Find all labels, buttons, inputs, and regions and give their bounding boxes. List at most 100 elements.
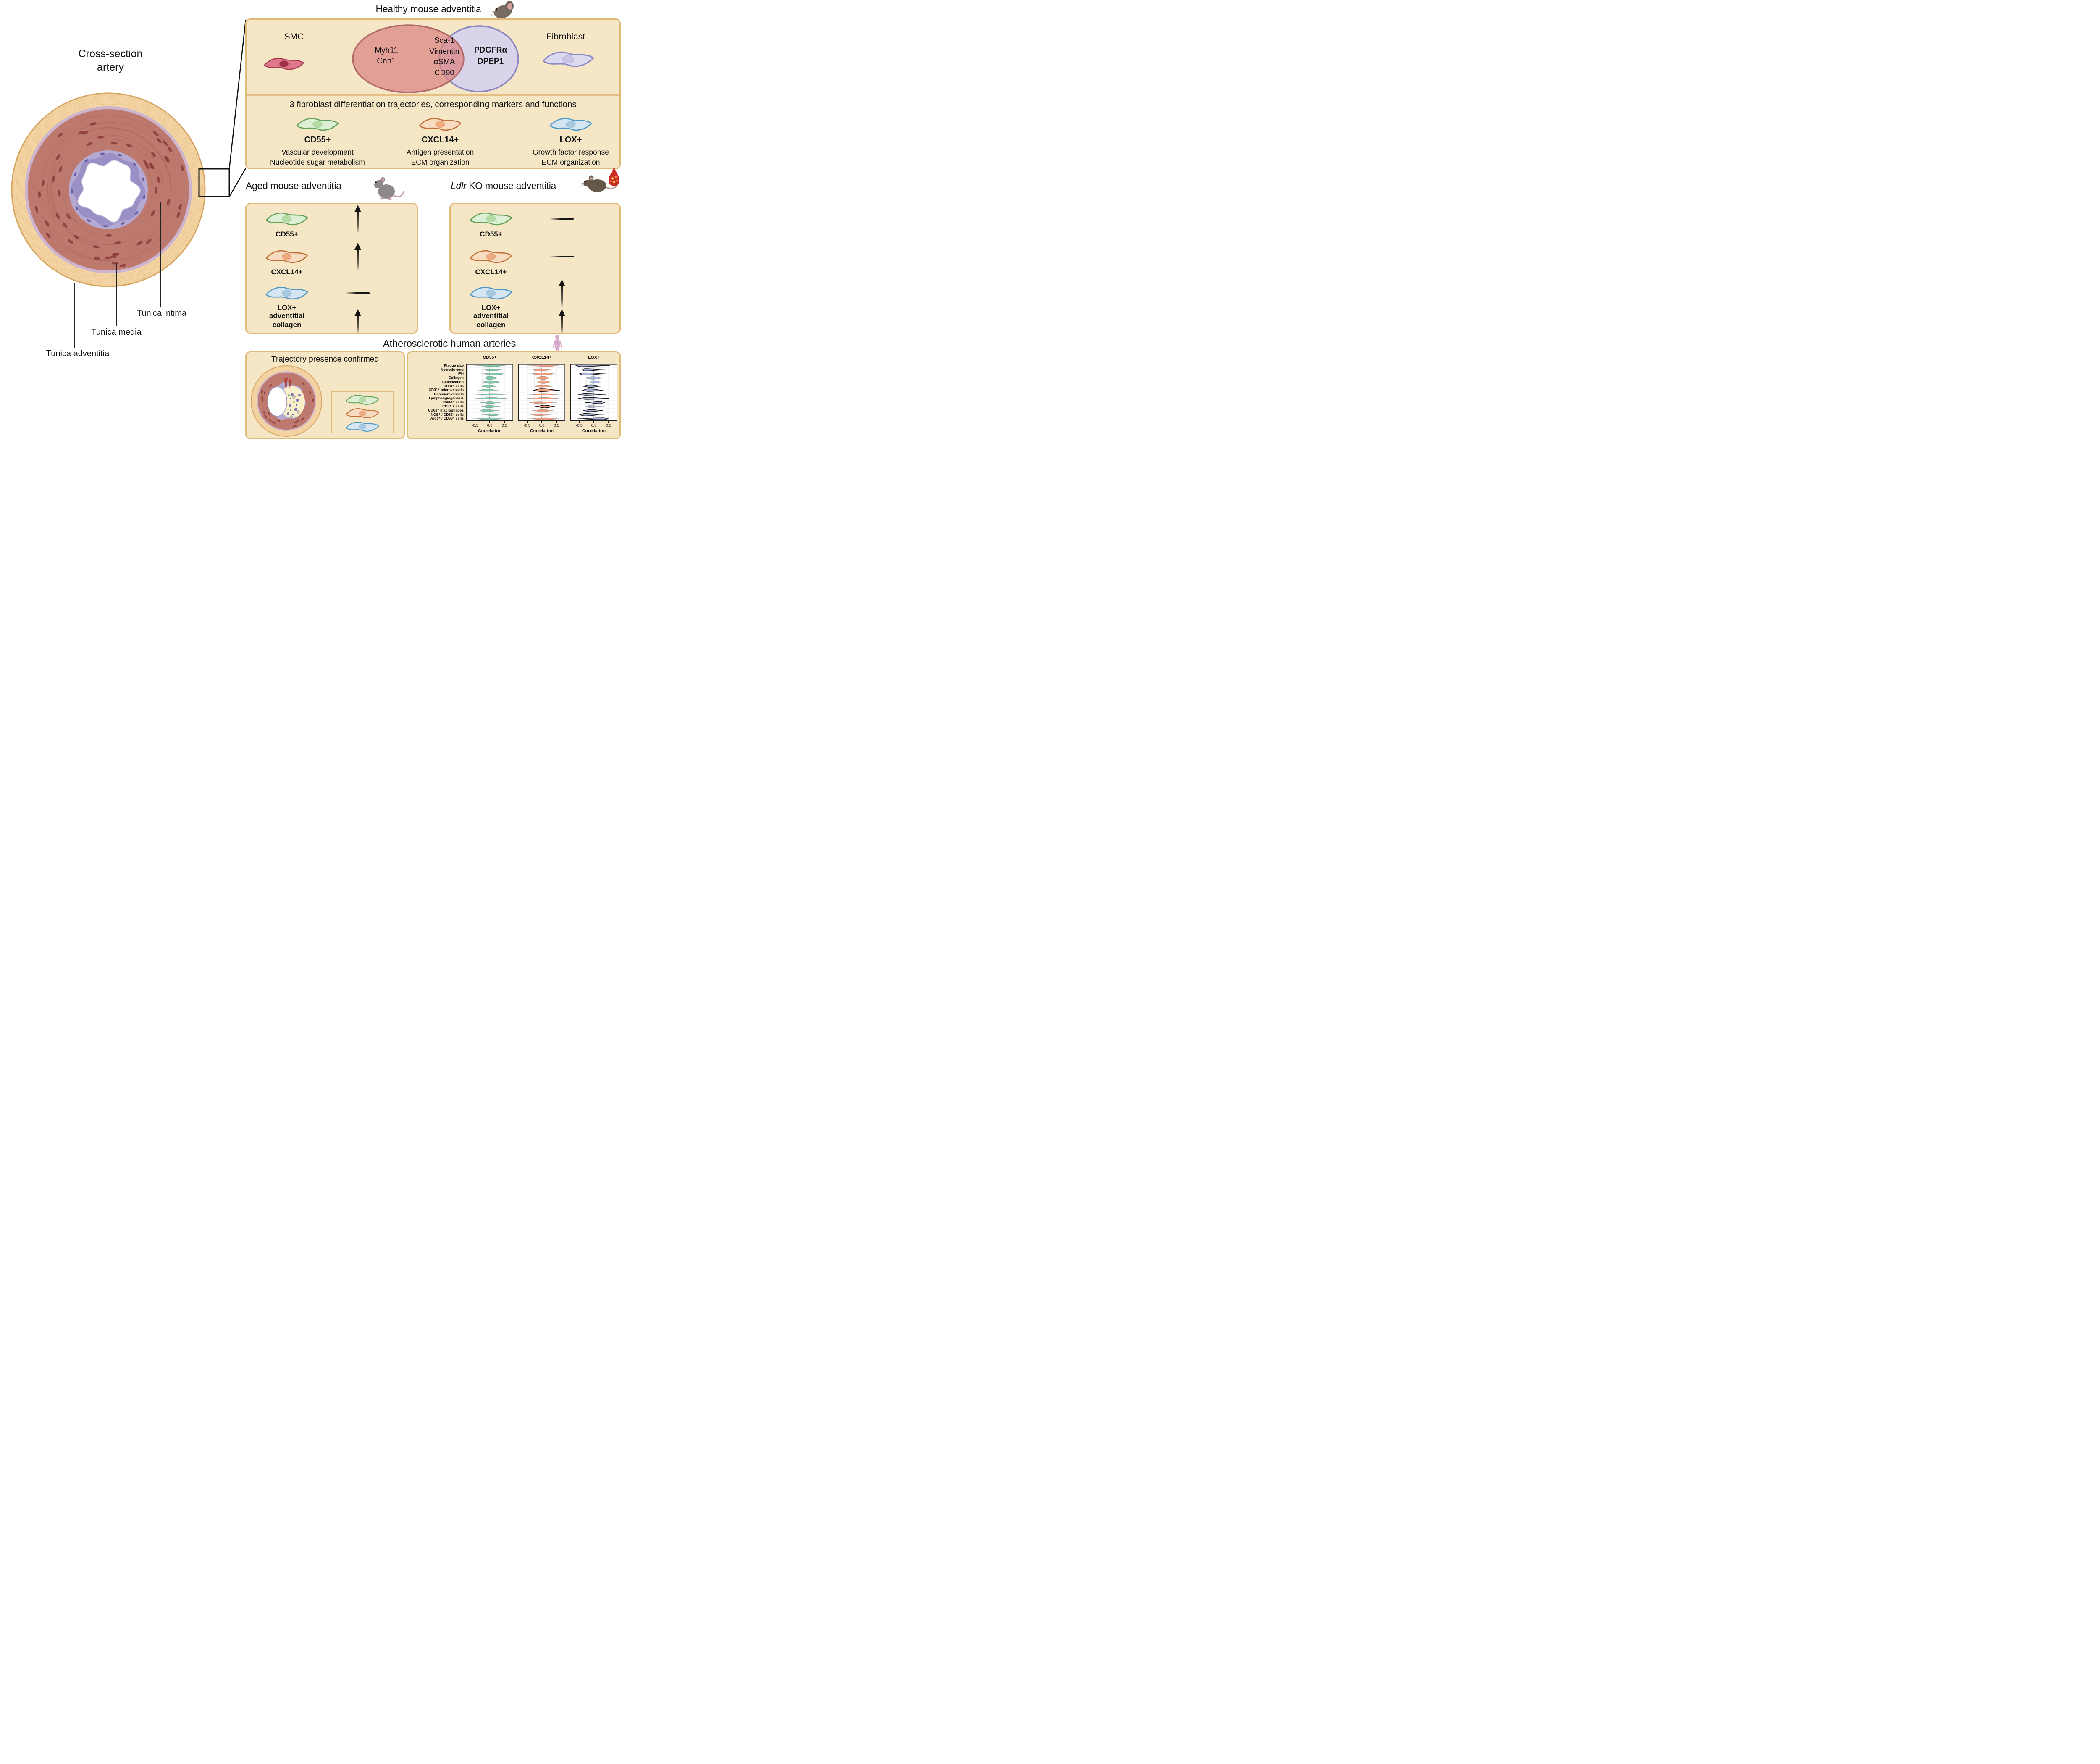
diseased-artery-illustration <box>251 365 322 437</box>
cd55-cell-icon <box>470 212 512 226</box>
aged-section-title: Aged mouse adventitia <box>246 180 341 191</box>
violin-row-label: CD68⁺ macrophages <box>428 408 464 412</box>
panel-cell-slot <box>262 211 312 227</box>
cxcl14-fibroblast-cell-icon <box>419 118 462 131</box>
x-tick-mark <box>489 421 490 423</box>
violin-plot-title: LOX+ <box>588 355 600 360</box>
x-tick-mark <box>504 421 505 423</box>
cxcl14-cell-icon <box>265 250 308 263</box>
trajectory-function-label: Vascular development <box>281 148 354 156</box>
violin-row-label: Plaque size <box>444 363 464 368</box>
violin-row-label: IPH <box>457 371 464 376</box>
venn-marker: Sca-1 <box>434 36 455 45</box>
trajectory-marker-label: LOX+ <box>559 135 582 144</box>
blood-drop-icon <box>609 167 620 186</box>
smc-cell-icon <box>264 58 304 70</box>
no-change-line-icon <box>550 218 574 220</box>
violin-plot-LOX+ <box>570 364 617 421</box>
indicator-slot <box>353 309 362 333</box>
violin-CD55+-Calcification <box>480 380 502 384</box>
mouse-head-icon <box>491 1 514 18</box>
violin-plot-CXCL14+ <box>518 364 565 421</box>
violin-LOX+-Lymphangiogenesis <box>578 397 609 400</box>
panel-row-label: adventitial <box>269 312 305 320</box>
venn-overlap-markers: Sca-1 Vimentin αSMA CD90 <box>419 35 470 78</box>
panel-cell-slot <box>466 249 516 265</box>
violin-plot-slot <box>518 364 565 421</box>
violin-CD55+-Necrotic core <box>480 368 506 371</box>
violin-CD55+-CD31⁺ cells <box>479 385 499 388</box>
fibroblast-label: Fibroblast <box>546 32 585 42</box>
venn-marker: αSMA <box>433 57 455 66</box>
panel-divider <box>247 94 620 96</box>
x-tick-label: 0.0 <box>539 423 545 428</box>
trajectory-cells-box <box>331 391 394 433</box>
panel-row-label: LOX+ <box>277 304 297 312</box>
violin-CD55+-αSMA⁺ cells <box>479 401 502 404</box>
ldlr-title-rest: KO mouse adventitia <box>466 180 556 191</box>
violin-LOX+-Arg1⁺ / CD68⁺ cells <box>578 417 609 420</box>
violin-xaxis-label: Correlation <box>478 428 501 433</box>
human-section-title: Atherosclerotic human arteries <box>383 338 516 349</box>
violin-CXCL14+-CD3⁺ T cells <box>535 405 555 408</box>
violin-plot-CD55+ <box>466 364 513 421</box>
venn-marker: PDGFRα <box>474 46 507 55</box>
lox-cell-icon <box>265 286 308 300</box>
ldlr-panel: CD55+ CXCL14+ LOX+ adventitial collagen <box>449 203 621 334</box>
violin-CD55+-Plaque size <box>473 365 506 367</box>
violin-CXCL14+-Plaque size <box>527 365 560 367</box>
violin-CXCL14+-CD68⁺ macrophages <box>532 409 554 412</box>
healthy-artery-cross-section-illustration <box>11 92 206 287</box>
ldlr-section-title: Ldlr KO mouse adventitia <box>451 180 556 192</box>
x-tick-label: 0.5 <box>501 423 507 428</box>
panel-row-label: LOX+ <box>481 304 501 312</box>
violin-LOX+-iNOS⁺ / CD68⁺ cells <box>578 413 604 416</box>
smc-label: SMC <box>284 32 304 42</box>
x-tick-label: 0.0 <box>487 423 493 428</box>
x-tick-mark <box>608 421 609 423</box>
increase-arrow-icon <box>559 309 565 333</box>
indicator-slot <box>550 255 574 258</box>
increase-arrow-icon <box>354 205 361 232</box>
violin-CD55+-Lymphangiogenesis <box>475 397 508 400</box>
violin-CXCL14+-Necrotic core <box>530 368 556 371</box>
panel-cell-slot <box>466 285 516 301</box>
cd55-cell-icon <box>265 212 308 226</box>
confirmed-cell-slot <box>338 394 387 406</box>
confirmed-cell-slot <box>338 420 387 433</box>
human-figure-icon <box>553 335 562 359</box>
violin-plot-slot <box>466 364 513 421</box>
violin-row-label: CD31⁺ cells <box>443 383 464 388</box>
panel-row-label: collagen <box>476 321 506 329</box>
violin-row-label: Arg1⁺ / CD68⁺ cells <box>430 416 464 421</box>
violin-LOX+-CD31⁺ microvessels <box>582 388 604 392</box>
indicator-slot <box>353 243 362 270</box>
violin-CD55+-CD3⁺ T cells <box>480 405 502 408</box>
violin-CXCL14+-Collagen <box>533 376 551 380</box>
increase-arrow-icon <box>354 243 361 270</box>
violin-row-label: CD3⁺ T cells <box>442 404 464 409</box>
violin-row-label: iNOS⁺ / CD68⁺ cells <box>430 412 464 417</box>
x-tick-label: -0.5 <box>472 423 478 428</box>
fibroblast-cell-slot <box>534 50 602 69</box>
cross-section-title-line1: Cross-section <box>78 48 143 60</box>
lox-cell-icon <box>470 286 512 300</box>
increase-arrow-icon <box>354 309 361 333</box>
violin-CXCL14+-Neomicrovessels <box>527 393 562 396</box>
marker-venn-diagram <box>352 24 519 93</box>
x-tick-label: 0.0 <box>591 423 597 428</box>
violin-CD55+-CD68⁺ macrophages <box>479 409 500 412</box>
trajectory-function-label: ECM organization <box>411 158 470 166</box>
panel-cell-slot <box>466 211 516 227</box>
zoom-line-top <box>228 19 247 169</box>
orange-confirmed-cell-icon <box>346 408 379 418</box>
x-tick-label: -0.5 <box>576 423 583 428</box>
x-tick-mark <box>556 421 557 423</box>
x-tick-mark <box>579 421 580 423</box>
violin-CD55+-Arg1⁺ / CD68⁺ cells <box>472 417 506 420</box>
trajectory-cell-slot <box>546 116 596 132</box>
indicator-slot <box>346 291 370 295</box>
venn-marker: Cnn1 <box>377 57 396 66</box>
trajectory-marker-label: CXCL14+ <box>421 135 459 144</box>
venn-right-markers: PDGFRα DPEP1 <box>465 45 516 67</box>
